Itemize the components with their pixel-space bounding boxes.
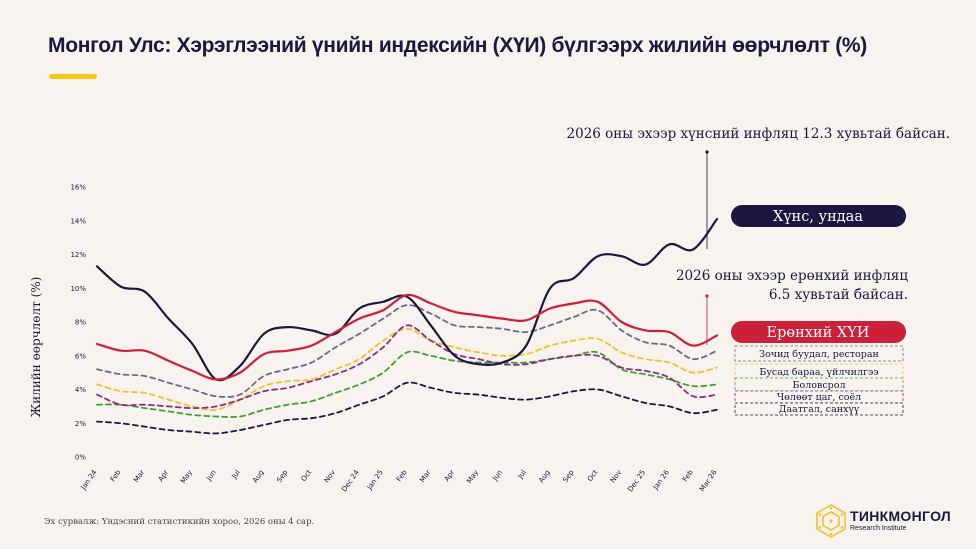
x-tick-label: Mar 26 xyxy=(698,468,719,493)
hotels-label-box xyxy=(734,345,904,362)
y-tick-label: 16% xyxy=(70,184,86,192)
insurance-label: Даатгал, санхүү xyxy=(779,404,860,415)
logo-subtitle: Research Institute xyxy=(850,525,907,532)
x-tick-label: Aug xyxy=(251,469,265,485)
food-annotation-dot xyxy=(705,150,709,154)
logo-name: ТИНКМОНГОЛ xyxy=(850,508,952,524)
series-line-Чөлөөт цаг, соёл xyxy=(96,324,718,410)
y-tick-label: 6% xyxy=(75,352,86,360)
x-tick-label: Jun xyxy=(491,469,504,483)
annotations: 2026 оны эхээр хүнсний инфляц 12.3 хувьт… xyxy=(567,126,950,345)
x-tick-label: Jan 24 xyxy=(79,468,99,492)
series-lines xyxy=(95,218,719,435)
x-tick-label: Feb xyxy=(395,468,409,483)
hotels-label: Зочид буудал, ресторан xyxy=(759,349,879,360)
leisure-label: Чөлөөт цаг, соёл xyxy=(777,392,861,403)
x-axis-ticks: Jan 24 Feb Mar Apr May Jun Jul Aug Sep Oct Nov Dec … xyxy=(79,468,719,493)
y-tick-label: 12% xyxy=(70,251,86,259)
series-line-Бусад бараа, үйлчилгээ xyxy=(96,327,718,411)
food-annotation: 2026 оны эхээр хүнсний инфляц 12.3 хувьт… xyxy=(567,126,950,142)
x-tick-label: Oct xyxy=(300,468,314,483)
x-tick-label: Nov xyxy=(323,469,337,485)
source-note: Эх сурвалж: Үндэсний статистикийн хороо,… xyxy=(44,517,315,527)
logo-hexagon-icon xyxy=(816,504,846,538)
x-tick-label: Sep xyxy=(561,468,575,484)
x-tick-label: Jan 26 xyxy=(651,468,671,492)
x-tick-label: Feb xyxy=(681,468,695,483)
x-tick-label: Mar xyxy=(132,468,146,484)
y-tick-label: 4% xyxy=(75,386,86,394)
x-tick-label: Apr xyxy=(157,468,171,483)
x-tick-label: Apr xyxy=(443,468,457,483)
insurance-label-box xyxy=(734,402,904,416)
x-tick-label: Jan 25 xyxy=(365,469,385,492)
cpi-annotation-line1: 2026 оны эхээр ерөнхий инфляц xyxy=(676,268,908,284)
y-tick-label: 14% xyxy=(70,217,86,225)
y-tick-label: 0% xyxy=(75,454,86,462)
y-tick-label: 10% xyxy=(70,285,86,293)
x-tick-label: Mar xyxy=(418,468,432,484)
series-line-Даатгал, санхүү xyxy=(96,381,718,435)
x-tick-label: Jul xyxy=(230,469,242,481)
x-tick-label: May xyxy=(465,469,480,485)
food-label: Хүнс, ундаа xyxy=(773,209,863,225)
series-labels: Хүнс, ундаа Ерөнхий ХҮИ Зочид буудал, ре… xyxy=(731,205,906,416)
x-tick-label: May xyxy=(179,469,194,485)
x-tick-label: Dec 24 xyxy=(340,468,361,493)
food-label-box xyxy=(731,205,906,227)
education-label: Боловсрол xyxy=(793,380,846,391)
x-tick-label: Feb xyxy=(109,468,123,483)
x-tick-label: Oct xyxy=(586,468,600,483)
series-line-Ерөнхий ХҮИ xyxy=(95,293,719,381)
x-tick-label: Dec 25 xyxy=(626,469,647,494)
cpi-annotation-dot xyxy=(705,294,709,298)
title-underline xyxy=(49,74,97,79)
x-tick-label: Jun xyxy=(204,469,217,483)
cpi-label-box xyxy=(731,321,906,343)
cpi-annotation-line2: 6.5 хувьтай байсан. xyxy=(769,287,908,303)
logo: ТИНКМОНГОЛ Research Institute xyxy=(815,502,965,542)
y-tick-label: 8% xyxy=(75,319,86,327)
series-line-Зочид буудал, ресторан xyxy=(96,304,718,398)
y-axis-ticks: 0% 2% 4% 6% 8% 10% 12% 14% 16% xyxy=(70,184,86,462)
x-tick-label: Sep xyxy=(275,468,289,484)
chart-title: Монгол Улс: Хэрэглээний үнийн индексийн … xyxy=(48,34,867,57)
x-tick-label: Aug xyxy=(537,469,551,485)
cpi-label: Ерөнхий ХҮИ xyxy=(767,325,870,341)
other-label: Бусад бараа, үйлчилгээ xyxy=(759,367,878,378)
series-line-Хүнс, ундаа xyxy=(95,218,719,382)
y-tick-label: 2% xyxy=(75,420,86,428)
leisure-label-box xyxy=(734,390,904,404)
x-tick-label: Jul xyxy=(516,469,528,481)
x-tick-label: Nov xyxy=(609,469,623,485)
